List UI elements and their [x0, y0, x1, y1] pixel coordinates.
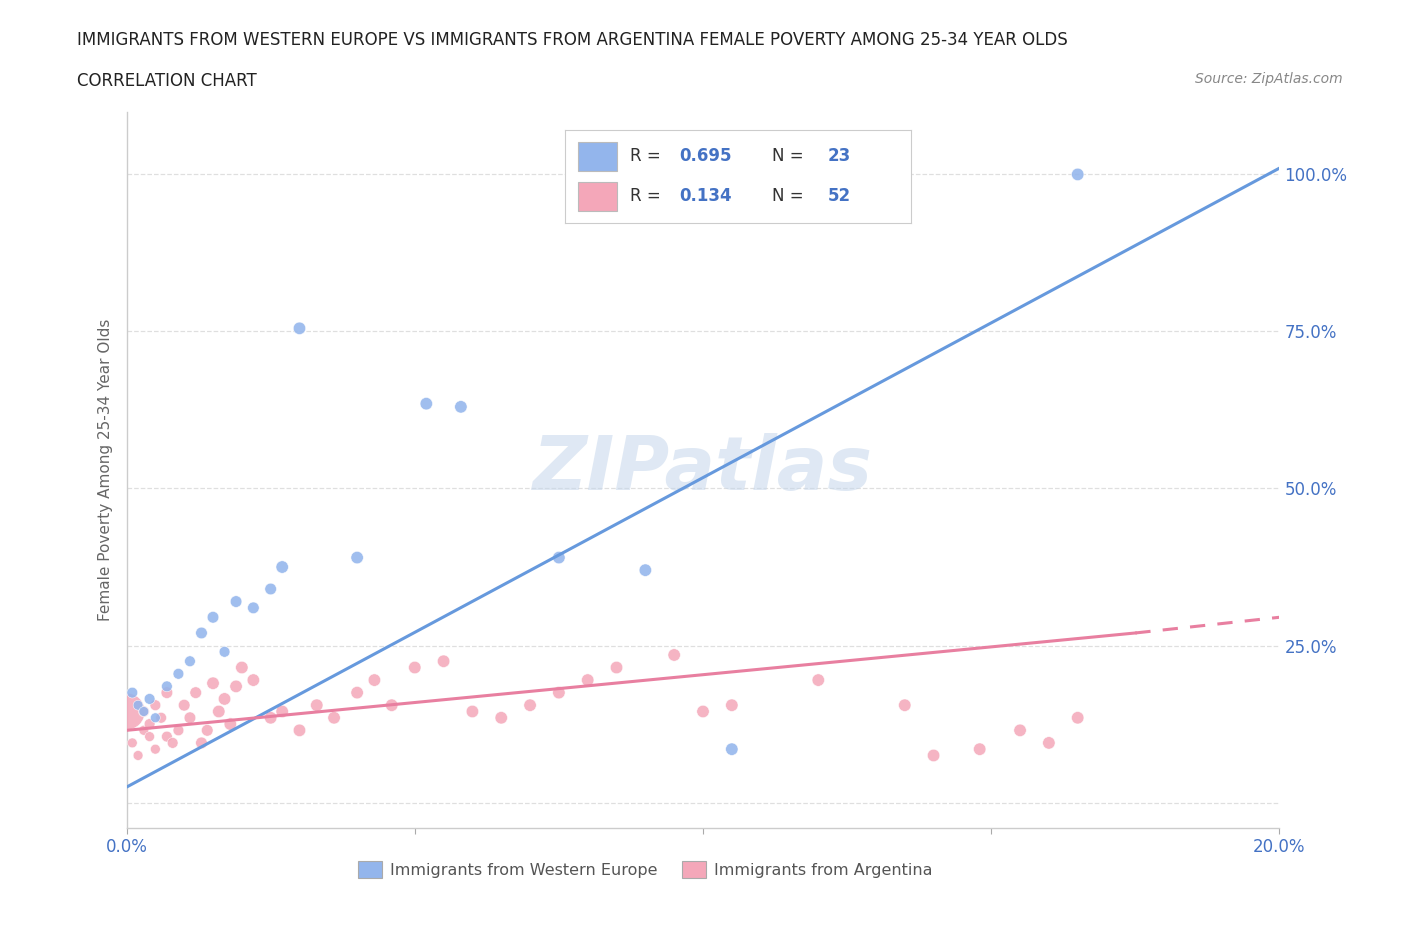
- Point: [162, 736, 184, 751]
- Point: [145, 698, 166, 712]
- Point: [969, 742, 991, 757]
- Legend: Immigrants from Western Europe, Immigrants from Argentina: Immigrants from Western Europe, Immigran…: [352, 855, 939, 884]
- Point: [121, 736, 143, 751]
- Point: [1010, 723, 1032, 737]
- Point: [132, 723, 155, 737]
- Point: [231, 660, 253, 675]
- Point: [548, 685, 571, 700]
- Point: [433, 654, 456, 669]
- Point: [634, 563, 657, 578]
- Point: [346, 551, 368, 565]
- Point: [664, 647, 686, 662]
- Point: [692, 704, 714, 719]
- Point: [179, 654, 201, 669]
- Text: CORRELATION CHART: CORRELATION CHART: [77, 72, 257, 89]
- Point: [138, 717, 160, 732]
- Point: [461, 704, 484, 719]
- Point: [214, 644, 236, 659]
- Point: [519, 698, 541, 712]
- Point: [225, 594, 247, 609]
- Point: [145, 711, 166, 725]
- Point: [288, 723, 311, 737]
- Point: [214, 692, 236, 707]
- Point: [894, 698, 917, 712]
- Point: [415, 396, 437, 411]
- Point: [138, 729, 160, 744]
- Point: [115, 704, 138, 719]
- Point: [145, 742, 166, 757]
- Point: [132, 704, 155, 719]
- Point: [219, 717, 242, 732]
- Point: [156, 729, 179, 744]
- Point: [381, 698, 404, 712]
- Point: [346, 685, 368, 700]
- Point: [720, 698, 742, 712]
- Point: [807, 672, 830, 687]
- Point: [548, 551, 571, 565]
- Point: [242, 672, 264, 687]
- Point: [323, 711, 346, 725]
- Point: [167, 723, 190, 737]
- Point: [121, 685, 143, 700]
- Point: [1038, 736, 1060, 751]
- Point: [202, 610, 225, 625]
- Text: IMMIGRANTS FROM WESTERN EUROPE VS IMMIGRANTS FROM ARGENTINA FEMALE POVERTY AMONG: IMMIGRANTS FROM WESTERN EUROPE VS IMMIGR…: [77, 31, 1069, 48]
- Point: [491, 711, 513, 725]
- Point: [127, 748, 149, 763]
- Point: [156, 685, 179, 700]
- Point: [242, 601, 264, 616]
- Point: [259, 711, 281, 725]
- Point: [1067, 167, 1090, 182]
- Point: [156, 679, 179, 694]
- Point: [173, 698, 195, 712]
- Point: [225, 679, 247, 694]
- Point: [190, 626, 212, 641]
- Point: [450, 399, 472, 414]
- Point: [208, 704, 231, 719]
- Point: [606, 660, 628, 675]
- Point: [179, 711, 201, 725]
- Point: [576, 672, 599, 687]
- Point: [127, 698, 149, 712]
- Text: Source: ZipAtlas.com: Source: ZipAtlas.com: [1195, 72, 1343, 86]
- Point: [202, 676, 225, 691]
- Point: [305, 698, 328, 712]
- Point: [922, 748, 945, 763]
- Point: [150, 711, 173, 725]
- Point: [190, 736, 212, 751]
- Point: [195, 723, 218, 737]
- Point: [184, 685, 207, 700]
- Point: [138, 692, 160, 707]
- Point: [271, 704, 294, 719]
- Text: ZIPatlas: ZIPatlas: [533, 433, 873, 506]
- Point: [363, 672, 385, 687]
- Point: [404, 660, 426, 675]
- Point: [259, 581, 281, 596]
- Y-axis label: Female Poverty Among 25-34 Year Olds: Female Poverty Among 25-34 Year Olds: [97, 318, 112, 621]
- Point: [271, 560, 294, 575]
- Point: [720, 742, 742, 757]
- Point: [288, 321, 311, 336]
- Point: [167, 667, 190, 682]
- Point: [132, 704, 155, 719]
- Point: [1067, 711, 1090, 725]
